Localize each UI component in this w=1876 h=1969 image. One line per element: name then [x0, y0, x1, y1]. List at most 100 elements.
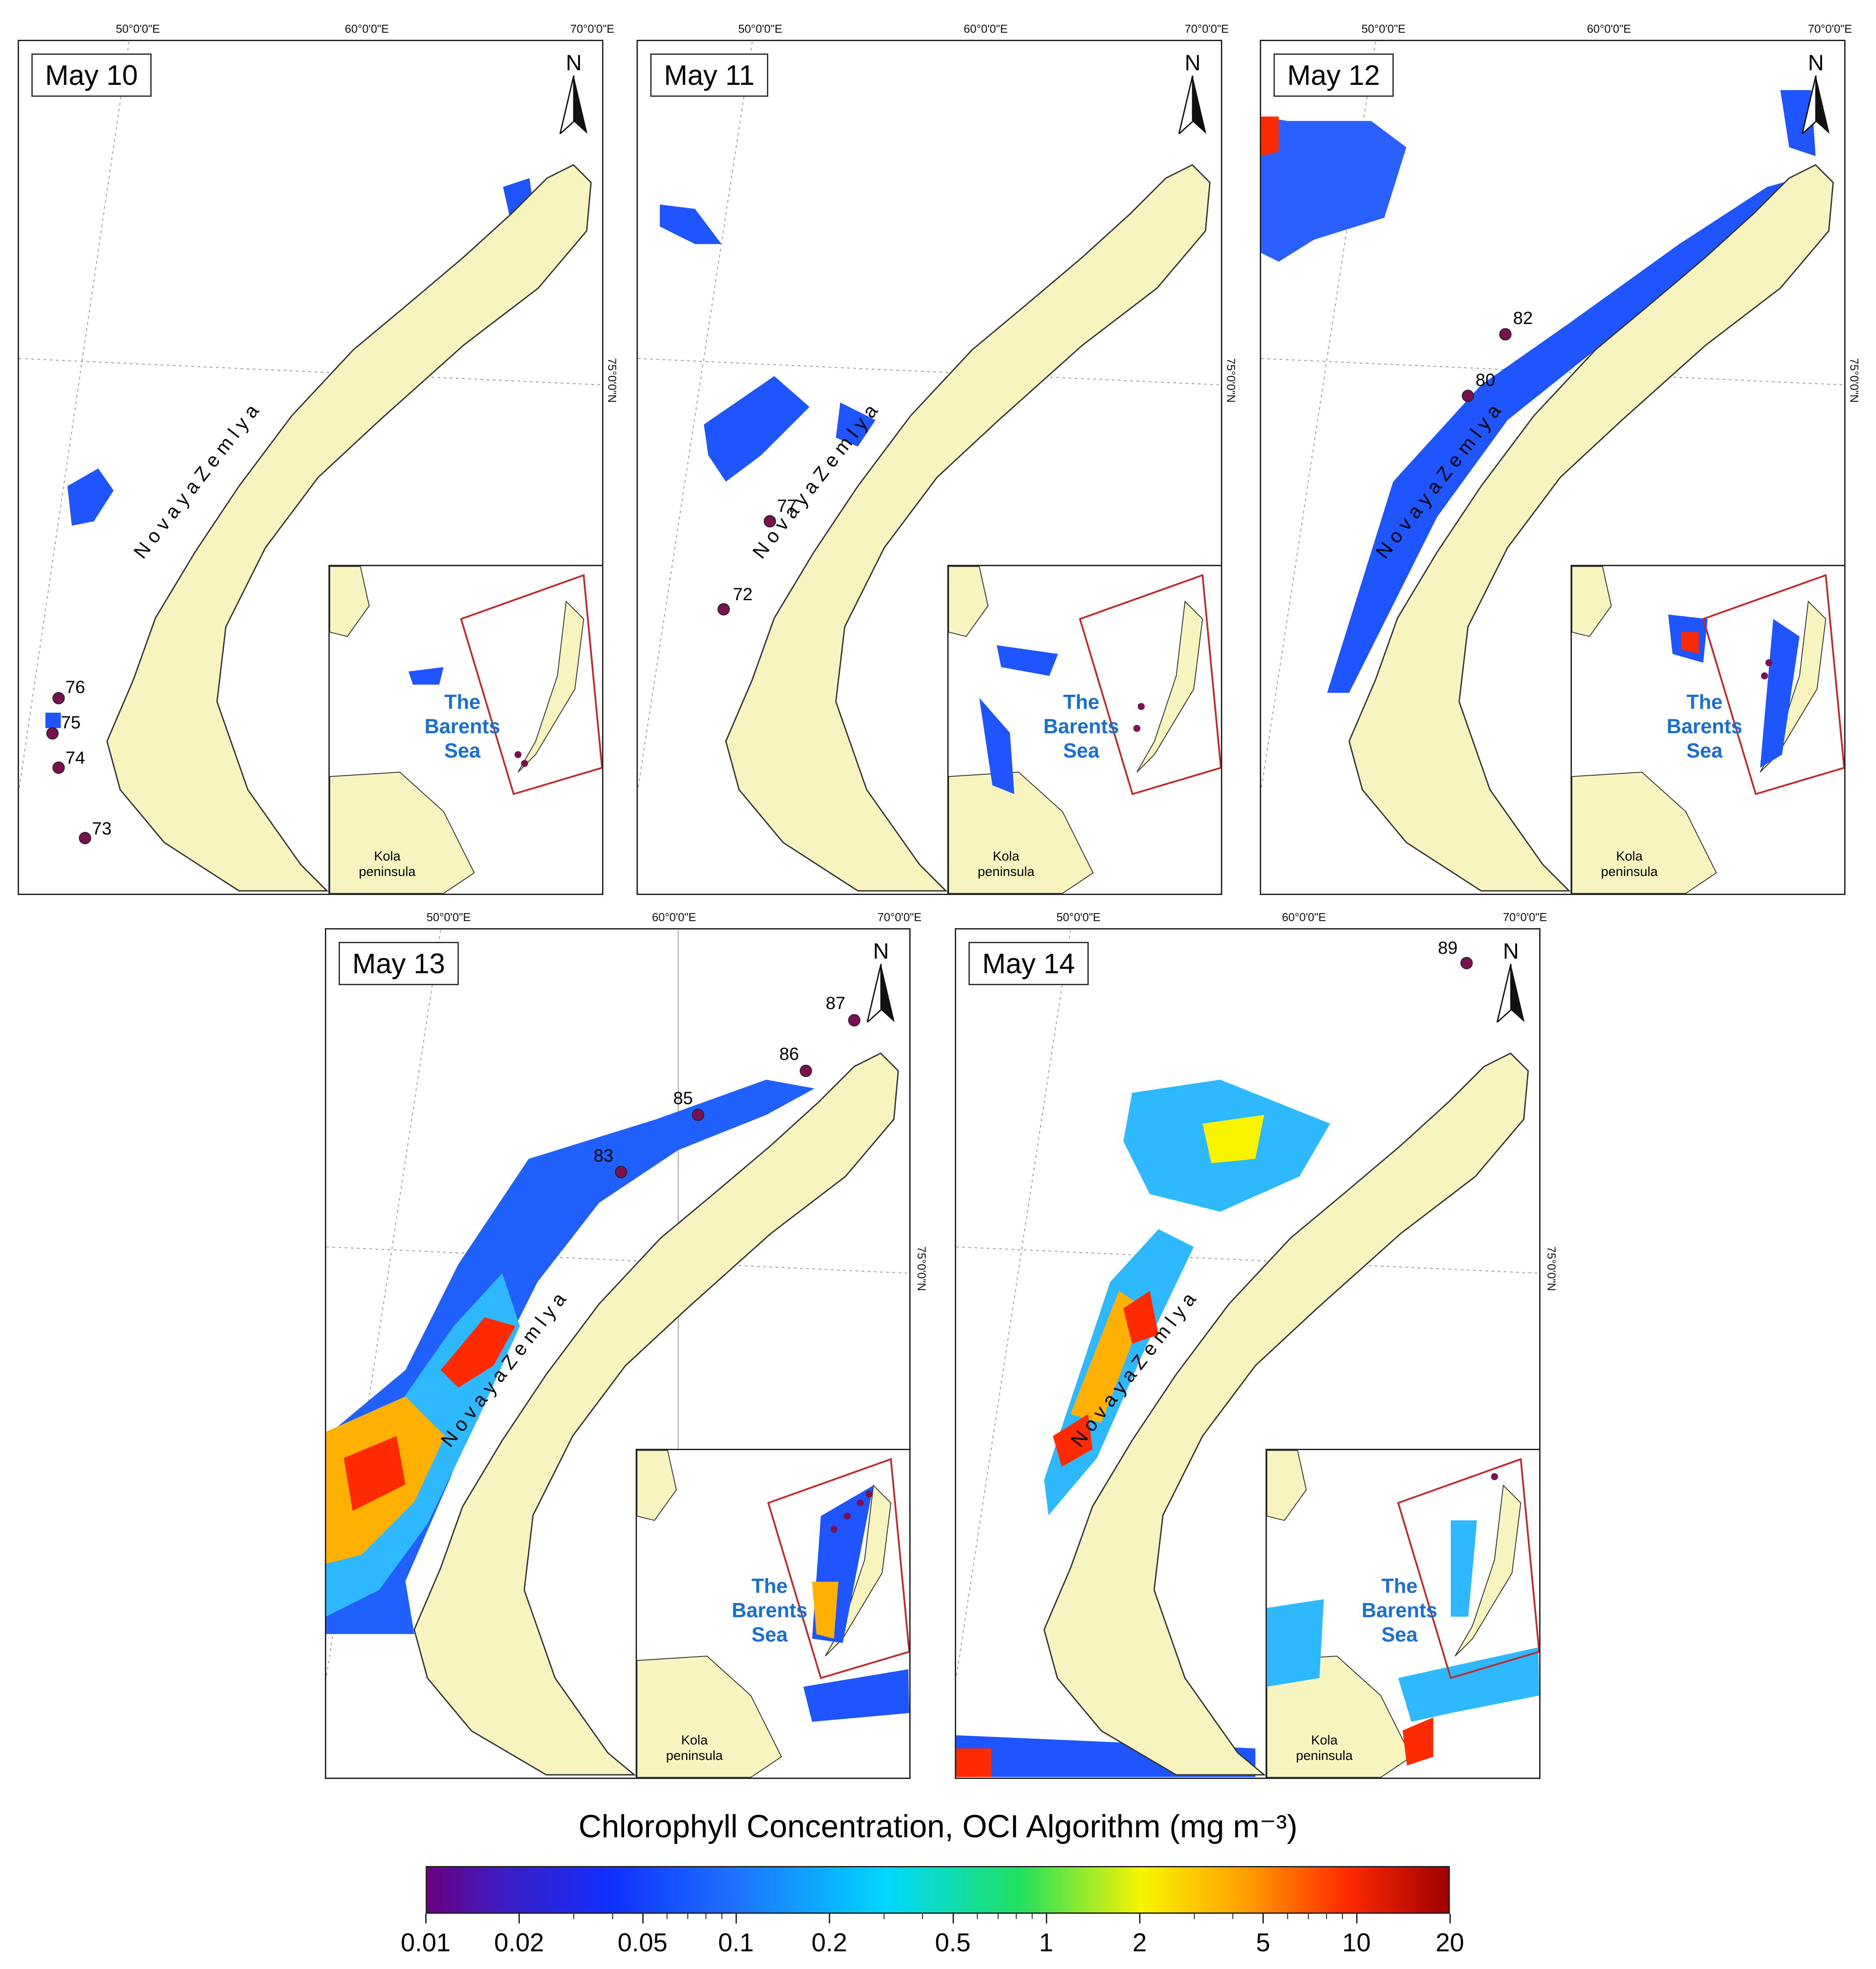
latitude-tick-label: 75°0'0"N	[606, 358, 619, 403]
station-markers	[1461, 328, 1512, 402]
map-canvas	[326, 930, 909, 1777]
chlorophyll-patch	[1261, 116, 1279, 156]
station-label: 89	[1438, 938, 1458, 958]
map-canvas	[956, 930, 1539, 1777]
north-arrow-icon: N	[861, 938, 901, 1022]
colorbar-minor-tick	[612, 1914, 613, 1919]
longitude-tick-label: 60°0'0"E	[1282, 910, 1326, 924]
station-marker	[717, 603, 730, 616]
kola-label: Kola peninsula	[358, 849, 416, 879]
land-novaya-zemlya	[1043, 1052, 1529, 1776]
station-markers	[615, 1014, 861, 1178]
colorbar-major-tick	[519, 1914, 520, 1923]
longitude-tick-label: 50°0'0"E	[1056, 910, 1101, 924]
kola-label: Kola peninsula	[977, 849, 1035, 879]
chlorophyll-patch	[1202, 1115, 1264, 1163]
land-novaya-zemlya	[106, 164, 592, 892]
colorbar-tick-label: 0.05	[618, 1928, 668, 1957]
panel-date-label: May 12	[1274, 53, 1394, 97]
panel-date-label: May 13	[339, 942, 459, 985]
longitude-tick-label: 70°0'0"E	[570, 22, 614, 35]
chlorophyll-patch	[1053, 1414, 1093, 1467]
colorbar-major-tick	[1139, 1914, 1141, 1923]
colorbar-major-tick	[1356, 1914, 1357, 1923]
inset-map: The Barents Sea Kola peninsula	[947, 565, 1221, 894]
longitude-tick-label: 60°0'0"E	[1587, 22, 1631, 35]
sea-label: The Barents Sea	[1043, 690, 1119, 762]
longitude-tick-label: 60°0'0"E	[345, 22, 389, 35]
colorbar-tick-label: 0.1	[718, 1928, 754, 1957]
map-canvas	[638, 42, 1221, 892]
chlorophyll-patch	[67, 468, 114, 526]
colorbar-major-tick	[425, 1914, 427, 1923]
station-label: 85	[673, 1089, 693, 1108]
station-marker	[1499, 328, 1512, 341]
colorbar-minor-tick	[687, 1914, 689, 1919]
kola-label: Kola peninsula	[1601, 849, 1658, 879]
latitude-tick-label: 75°0'0"N	[915, 1246, 928, 1291]
chlorophyll-patch	[660, 204, 722, 244]
longitude-tick-label: 60°0'0"E	[652, 910, 696, 924]
colorbar-tick-label: 0.02	[494, 1928, 544, 1957]
longitude-tick-label: 50°0'0"E	[427, 910, 471, 924]
colorbar-tick-label: 0.2	[811, 1928, 847, 1957]
station-marker	[763, 515, 776, 528]
colorbar-major-tick	[735, 1914, 737, 1923]
inset-map: The Barents Sea Kola peninsula	[1571, 565, 1844, 894]
colorbar-major-tick	[642, 1914, 644, 1923]
longitude-tick-label: 70°0'0"E	[1503, 910, 1547, 924]
colorbar-minor-tick	[705, 1914, 706, 1919]
panel-date-label: May 14	[969, 942, 1089, 985]
colorbar-minor-tick	[1326, 1914, 1327, 1919]
colorbar-minor-tick	[1193, 1914, 1195, 1919]
land-novaya-zemlya	[725, 164, 1211, 892]
land-novaya-zemlya	[413, 1052, 899, 1776]
chlorophyll-patch	[704, 376, 810, 482]
longitude-tick-label: 70°0'0"E	[1808, 22, 1852, 35]
sea-label: The Barents Sea	[1361, 1574, 1438, 1646]
colorbar-major-tick	[1449, 1914, 1451, 1923]
north-arrow-icon: N	[1173, 50, 1213, 134]
station-label: 82	[1513, 308, 1533, 328]
colorbar-tick-label: 0.01	[400, 1928, 451, 1957]
colorbar-minor-tick	[1031, 1914, 1033, 1919]
land-novaya-zemlya	[1348, 164, 1834, 892]
colorbar-tick-label: 1	[1039, 1928, 1053, 1957]
colorbar-minor-tick	[977, 1914, 978, 1919]
sea-label: The Barents Sea	[424, 690, 500, 762]
colorbar-tick-label: 5	[1256, 1928, 1270, 1957]
inset-map: The Barents Sea Kola peninsula	[636, 1449, 909, 1778]
latitude-tick-label: 75°0'0"N	[1545, 1246, 1558, 1291]
station-label: 75	[61, 713, 81, 732]
station-label: 77	[777, 496, 797, 516]
north-arrow-icon: N	[1491, 938, 1531, 1022]
colorbar-minor-tick	[1308, 1914, 1309, 1919]
inset-map: The Barents Sea Kola peninsula	[328, 565, 602, 894]
colorbar-minor-tick	[922, 1914, 923, 1919]
sea-label: The Barents Sea	[1666, 690, 1743, 762]
chlorophyll-patch	[1123, 1291, 1159, 1344]
colorbar-major-tick	[1262, 1914, 1264, 1923]
latitude-tick-label: 75°0'0"N	[1848, 358, 1861, 403]
longitude-tick-label: 60°0'0"E	[964, 22, 1008, 35]
colorbar-minor-tick	[998, 1914, 999, 1919]
station-marker	[79, 832, 92, 845]
longitude-tick-label: 50°0'0"E	[738, 22, 782, 35]
station-marker	[52, 761, 65, 774]
longitude-tick-label: 50°0'0"E	[1361, 22, 1406, 35]
station-label: 86	[779, 1044, 799, 1064]
station-marker	[848, 1014, 861, 1027]
station-label: 74	[65, 748, 85, 768]
latitude-tick-label: 75°0'0"N	[1224, 358, 1238, 403]
station-marker	[1461, 389, 1474, 402]
colorbar-tick-label: 0.5	[935, 1928, 971, 1957]
colorbar-title: Chlorophyll Concentration, OCI Algorithm…	[578, 1809, 1298, 1844]
chlorophyll-patch	[440, 1317, 516, 1388]
station-marker	[52, 692, 65, 705]
inset-map: The Barents Sea Kola peninsula	[1266, 1449, 1539, 1778]
panel-date-label: May 10	[31, 53, 152, 97]
kola-label: Kola peninsula	[1296, 1733, 1353, 1763]
sea-label: The Barents Sea	[732, 1574, 808, 1646]
north-arrow-icon: N	[554, 50, 594, 134]
station-marker	[692, 1108, 705, 1121]
